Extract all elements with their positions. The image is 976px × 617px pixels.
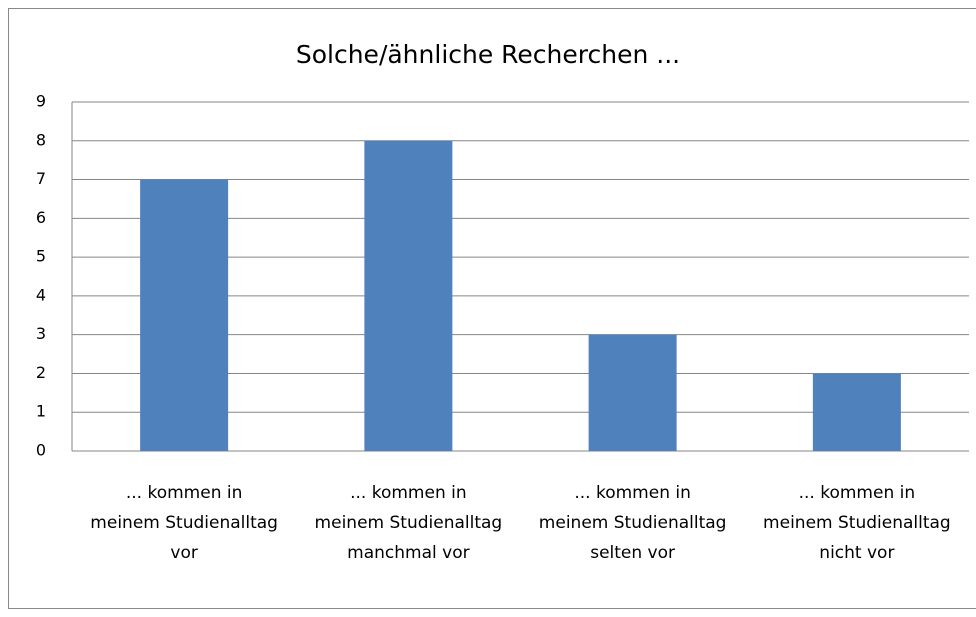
- y-tick-label: 4: [36, 285, 46, 304]
- chart-title: Solche/ähnliche Recherchen ...: [296, 40, 680, 69]
- x-tick-label: ... kommen in meinem Studienalltag vor: [90, 483, 278, 563]
- y-tick-label: 3: [36, 324, 46, 343]
- y-tick-label: 2: [36, 363, 46, 382]
- bar: [364, 140, 453, 451]
- y-tick-label: 0: [36, 441, 46, 460]
- bar: [588, 334, 677, 451]
- y-tick-label: 8: [36, 130, 46, 149]
- x-tick-label: ... kommen in meinem Studienalltag selte…: [538, 483, 727, 563]
- y-tick-label: 6: [36, 208, 46, 227]
- x-tick-label: ... kommen in meinem Studienalltag nicht…: [763, 483, 951, 563]
- x-tick-label: ... kommen in meinem Studienalltag manch…: [314, 483, 503, 563]
- bar: [140, 179, 229, 452]
- y-tick-label: 9: [36, 92, 46, 111]
- y-tick-label: 1: [36, 402, 46, 421]
- y-tick-label: 7: [36, 169, 46, 188]
- bar: [812, 373, 901, 451]
- y-tick-label: 5: [36, 247, 46, 266]
